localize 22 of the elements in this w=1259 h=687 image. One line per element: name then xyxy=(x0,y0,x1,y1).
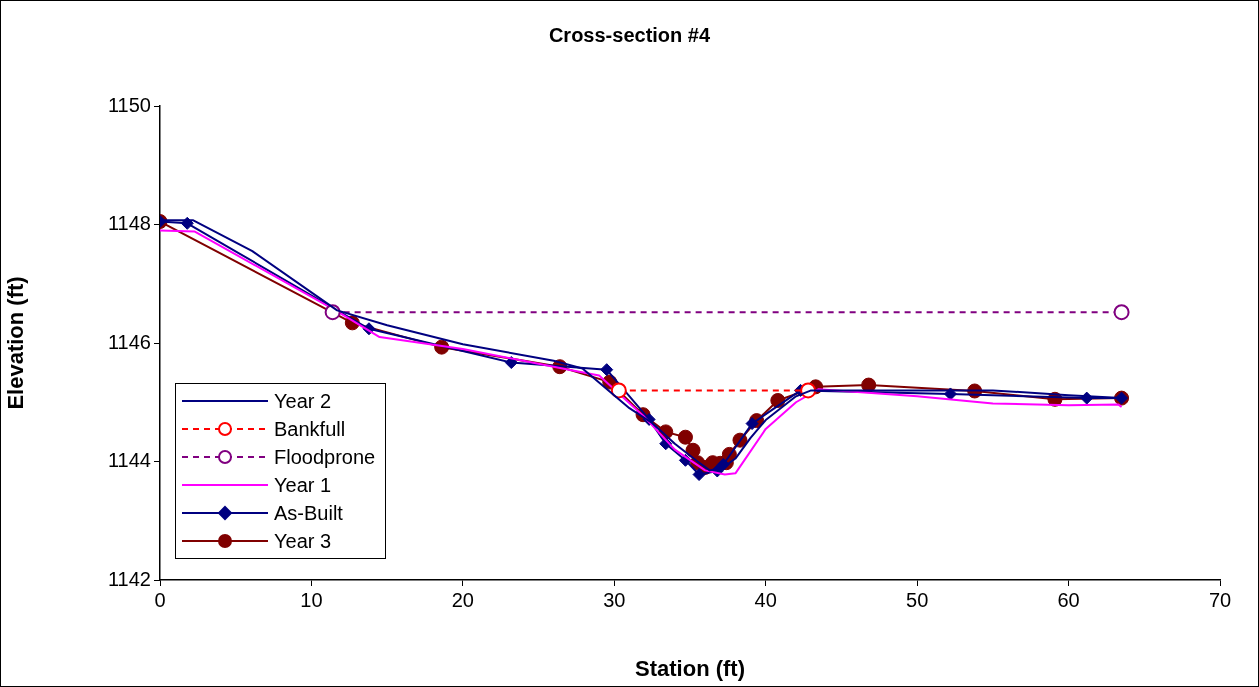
y-axis-title: Elevation (ft) xyxy=(3,276,29,410)
legend-label: Year 3 xyxy=(274,529,332,553)
legend-label: Year 1 xyxy=(274,473,332,497)
x-tick-label: 60 xyxy=(1057,588,1080,611)
legend-label: As-Built xyxy=(274,501,343,525)
x-tick-label: 30 xyxy=(603,588,626,611)
y-tick-label: 1146 xyxy=(107,330,151,353)
x-tick-label: 40 xyxy=(754,588,777,611)
x-tick-label: 10 xyxy=(300,588,323,611)
x-tick-label: 50 xyxy=(906,588,929,611)
legend-label: Bankfull xyxy=(274,417,346,441)
y-tick-label: 1150 xyxy=(107,93,151,116)
y-tick-label: 1144 xyxy=(107,449,151,472)
chart-title: Cross-section #4 xyxy=(547,24,712,47)
x-axis-title: Station (ft) xyxy=(635,655,745,681)
y-tick-label: 1148 xyxy=(107,212,151,235)
x-tick-label: 70 xyxy=(1208,588,1232,611)
x-tick-label: 0 xyxy=(154,588,166,611)
legend-label: Year 2 xyxy=(274,389,332,413)
y-tick-label: 1142 xyxy=(107,567,151,590)
x-tick-label: 20 xyxy=(451,588,474,611)
legend-label: Floodprone xyxy=(274,445,376,469)
